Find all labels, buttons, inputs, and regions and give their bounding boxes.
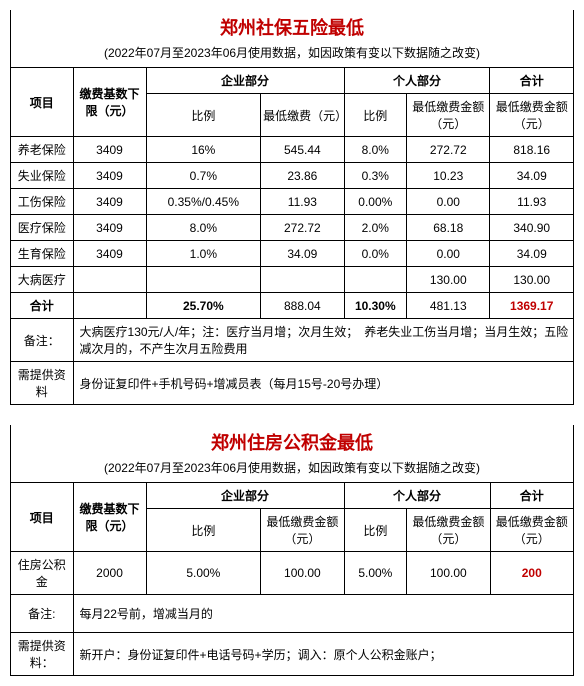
sum-base <box>73 293 146 319</box>
cell-base: 3409 <box>73 215 146 241</box>
fhdr-corp-min: 最低缴费金额（元） <box>261 509 344 552</box>
fund-table: 郑州住房公积金最低 (2022年07月至2023年06月使用数据，如因政策有变以… <box>10 425 574 676</box>
table-row: 医疗保险34098.0%272.722.0%68.18340.90 <box>11 215 574 241</box>
hdr-corp-min: 最低缴费（元） <box>261 94 344 137</box>
cell-pm: 272.72 <box>407 137 490 163</box>
sum-cm: 888.04 <box>261 293 344 319</box>
cell-item: 大病医疗 <box>11 267 74 293</box>
frow-item: 住房公积金 <box>11 552 74 595</box>
cell-tot: 34.09 <box>490 163 574 189</box>
doc-text: 身份证复印件+手机号码+增减员表（每月15号-20号办理） <box>73 362 573 405</box>
cell-tot: 818.16 <box>490 137 574 163</box>
fhdr-pers-rate: 比例 <box>344 509 407 552</box>
frow-pr: 5.00% <box>344 552 407 595</box>
fhdr-pers-min: 最低缴费金额（元） <box>407 509 490 552</box>
cell-cr: 0.35%/0.45% <box>146 189 261 215</box>
fhdr-base: 缴费基数下限（元） <box>73 483 146 552</box>
cell-tot: 11.93 <box>490 189 574 215</box>
cell-tot: 340.90 <box>490 215 574 241</box>
table-row: 生育保险34091.0%34.090.0%0.0034.09 <box>11 241 574 267</box>
cell-pm: 68.18 <box>407 215 490 241</box>
frow-pm: 100.00 <box>407 552 490 595</box>
cell-tot: 34.09 <box>490 241 574 267</box>
cell-item: 失业保险 <box>11 163 74 189</box>
frow-cr: 5.00% <box>146 552 261 595</box>
cell-item: 工伤保险 <box>11 189 74 215</box>
cell-cr <box>146 267 261 293</box>
fdoc-label: 需提供资料： <box>11 633 74 676</box>
social-title: 郑州社保五险最低 <box>11 14 573 40</box>
cell-item: 养老保险 <box>11 137 74 163</box>
fhdr-total: 合计 <box>490 483 573 509</box>
hdr-base: 缴费基数下限（元） <box>73 68 146 137</box>
cell-pr: 2.0% <box>344 215 407 241</box>
cell-cm: 34.09 <box>261 241 344 267</box>
cell-base: 3409 <box>73 241 146 267</box>
table-row: 大病医疗 130.00130.00 <box>11 267 574 293</box>
sum-label: 合计 <box>11 293 74 319</box>
cell-item: 医疗保险 <box>11 215 74 241</box>
fdoc-text: 新开户：身份证复印件+电话号码+学历；调入：原个人公积金账户； <box>73 633 573 676</box>
fhdr-corp-rate: 比例 <box>146 509 261 552</box>
sum-pm: 481.13 <box>407 293 490 319</box>
hdr-pers-rate: 比例 <box>344 94 407 137</box>
fund-subtitle: (2022年07月至2023年06月使用数据，如因政策有变以下数据随之改变) <box>11 459 573 476</box>
cell-pm: 0.00 <box>407 189 490 215</box>
sum-tot: 1369.17 <box>490 293 574 319</box>
hdr-corp-rate: 比例 <box>146 94 261 137</box>
cell-pr: 0.00% <box>344 189 407 215</box>
fnote-text: 每月22号前，增减当月的 <box>73 595 573 633</box>
hdr-total: 合计 <box>490 68 574 94</box>
hdr-pers-min: 最低缴费金额（元） <box>407 94 490 137</box>
fhdr-pers: 个人部分 <box>344 483 490 509</box>
cell-pr: 0.3% <box>344 163 407 189</box>
cell-pr: 8.0% <box>344 137 407 163</box>
hdr-pers: 个人部分 <box>344 68 490 94</box>
cell-cm: 23.86 <box>261 163 344 189</box>
cell-cm: 11.93 <box>261 189 344 215</box>
table-row: 养老保险340916%545.448.0%272.72818.16 <box>11 137 574 163</box>
cell-base: 3409 <box>73 137 146 163</box>
hdr-item: 项目 <box>11 68 74 137</box>
cell-pm: 130.00 <box>407 267 490 293</box>
hdr-corp: 企业部分 <box>146 68 344 94</box>
frow-cm: 100.00 <box>261 552 344 595</box>
fhdr-item: 项目 <box>11 483 74 552</box>
cell-cm <box>261 267 344 293</box>
note-label: 备注： <box>11 319 74 362</box>
cell-cr: 16% <box>146 137 261 163</box>
sum-pr: 10.30% <box>344 293 407 319</box>
table-row: 失业保险34090.7%23.860.3%10.2334.09 <box>11 163 574 189</box>
table-row: 工伤保险34090.35%/0.45%11.930.00%0.0011.93 <box>11 189 574 215</box>
fhdr-total-min: 最低缴费金额（元） <box>490 509 573 552</box>
frow-base: 2000 <box>73 552 146 595</box>
fund-title: 郑州住房公积金最低 <box>11 429 573 455</box>
doc-label: 需提供资料 <box>11 362 74 405</box>
cell-cr: 0.7% <box>146 163 261 189</box>
hdr-total-min: 最低缴费金额（元） <box>490 94 574 137</box>
social-table: 郑州社保五险最低 (2022年07月至2023年06月使用数据，如因政策有变以下… <box>10 10 574 405</box>
cell-base: 3409 <box>73 163 146 189</box>
cell-pm: 10.23 <box>407 163 490 189</box>
cell-cm: 272.72 <box>261 215 344 241</box>
cell-item: 生育保险 <box>11 241 74 267</box>
note-text: 大病医疗130元/人/年；注：医疗当月增；次月生效； 养老失业工伤当月增；当月生… <box>73 319 573 362</box>
cell-tot: 130.00 <box>490 267 574 293</box>
cell-cr: 8.0% <box>146 215 261 241</box>
frow-tot: 200 <box>490 552 573 595</box>
social-subtitle: (2022年07月至2023年06月使用数据，如因政策有变以下数据随之改变) <box>11 44 573 61</box>
cell-pr <box>344 267 407 293</box>
cell-base: 3409 <box>73 189 146 215</box>
sum-cr: 25.70% <box>146 293 261 319</box>
cell-cm: 545.44 <box>261 137 344 163</box>
cell-base <box>73 267 146 293</box>
cell-pr: 0.0% <box>344 241 407 267</box>
fnote-label: 备注: <box>11 595 74 633</box>
cell-cr: 1.0% <box>146 241 261 267</box>
fhdr-corp: 企业部分 <box>146 483 344 509</box>
cell-pm: 0.00 <box>407 241 490 267</box>
